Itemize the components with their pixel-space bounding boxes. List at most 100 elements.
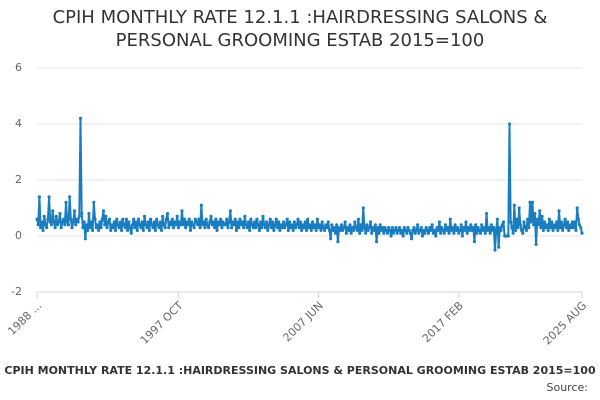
point — [451, 226, 455, 230]
x-tick-label: 2017 FEB — [420, 299, 466, 345]
point — [360, 228, 364, 232]
point — [395, 231, 399, 235]
point — [231, 220, 235, 224]
point — [208, 220, 212, 224]
point — [245, 226, 249, 230]
point — [177, 220, 182, 224]
point — [99, 226, 103, 230]
point — [371, 226, 375, 230]
point — [309, 228, 313, 232]
point — [35, 217, 39, 221]
point — [556, 228, 560, 232]
point — [289, 226, 293, 230]
point — [394, 226, 398, 230]
point — [574, 228, 578, 232]
point — [70, 226, 74, 230]
point — [55, 223, 60, 227]
point — [285, 217, 289, 221]
point — [365, 223, 369, 227]
point — [148, 217, 153, 221]
point — [202, 220, 206, 224]
point — [63, 223, 67, 227]
point — [240, 220, 245, 224]
point — [576, 217, 580, 221]
point — [58, 212, 62, 216]
point — [536, 223, 541, 227]
point — [294, 226, 298, 230]
point — [141, 228, 145, 232]
point — [387, 226, 391, 230]
point — [302, 226, 306, 230]
point — [562, 223, 566, 227]
point — [522, 220, 526, 224]
point — [200, 223, 205, 227]
point — [90, 228, 95, 232]
point — [431, 231, 435, 235]
point — [278, 228, 282, 232]
point — [337, 226, 341, 230]
point — [333, 231, 338, 235]
point — [97, 228, 101, 232]
point — [238, 217, 242, 221]
point — [176, 226, 180, 230]
point — [500, 223, 504, 227]
point — [101, 209, 106, 213]
point — [533, 212, 537, 216]
point — [362, 226, 367, 230]
point — [402, 226, 406, 230]
point — [378, 223, 382, 227]
point — [303, 220, 307, 224]
point — [171, 226, 176, 230]
point — [407, 228, 411, 232]
point — [307, 226, 311, 230]
point — [541, 228, 545, 232]
point — [347, 228, 351, 232]
point — [95, 223, 100, 227]
point — [255, 217, 259, 221]
point — [397, 226, 402, 230]
point — [408, 231, 413, 235]
point — [221, 220, 225, 224]
point — [539, 226, 543, 230]
point — [261, 214, 265, 218]
point — [107, 217, 112, 221]
point — [193, 217, 197, 221]
point — [513, 228, 518, 232]
point — [103, 223, 107, 227]
point — [112, 220, 116, 224]
point — [232, 223, 236, 227]
point — [98, 220, 102, 224]
point — [452, 231, 456, 235]
point — [260, 226, 264, 230]
point — [495, 217, 500, 221]
point — [432, 228, 437, 232]
point — [553, 226, 558, 230]
point — [403, 228, 408, 232]
point — [455, 226, 460, 230]
point — [481, 228, 485, 232]
point — [458, 228, 462, 232]
point — [205, 223, 209, 227]
point — [185, 220, 189, 224]
point — [84, 223, 89, 227]
point — [440, 226, 444, 230]
point — [338, 228, 342, 232]
point — [310, 220, 315, 224]
point — [393, 228, 397, 232]
point — [89, 220, 93, 224]
point — [320, 220, 324, 224]
point — [170, 217, 174, 221]
point — [113, 228, 118, 232]
point — [447, 231, 451, 235]
point — [46, 217, 50, 221]
point — [204, 217, 208, 221]
point — [443, 223, 448, 227]
point — [227, 220, 231, 224]
point — [41, 228, 45, 232]
point — [194, 220, 199, 224]
point — [159, 228, 164, 232]
point — [190, 220, 194, 224]
point — [233, 217, 237, 221]
point — [372, 228, 376, 232]
point — [476, 226, 480, 230]
